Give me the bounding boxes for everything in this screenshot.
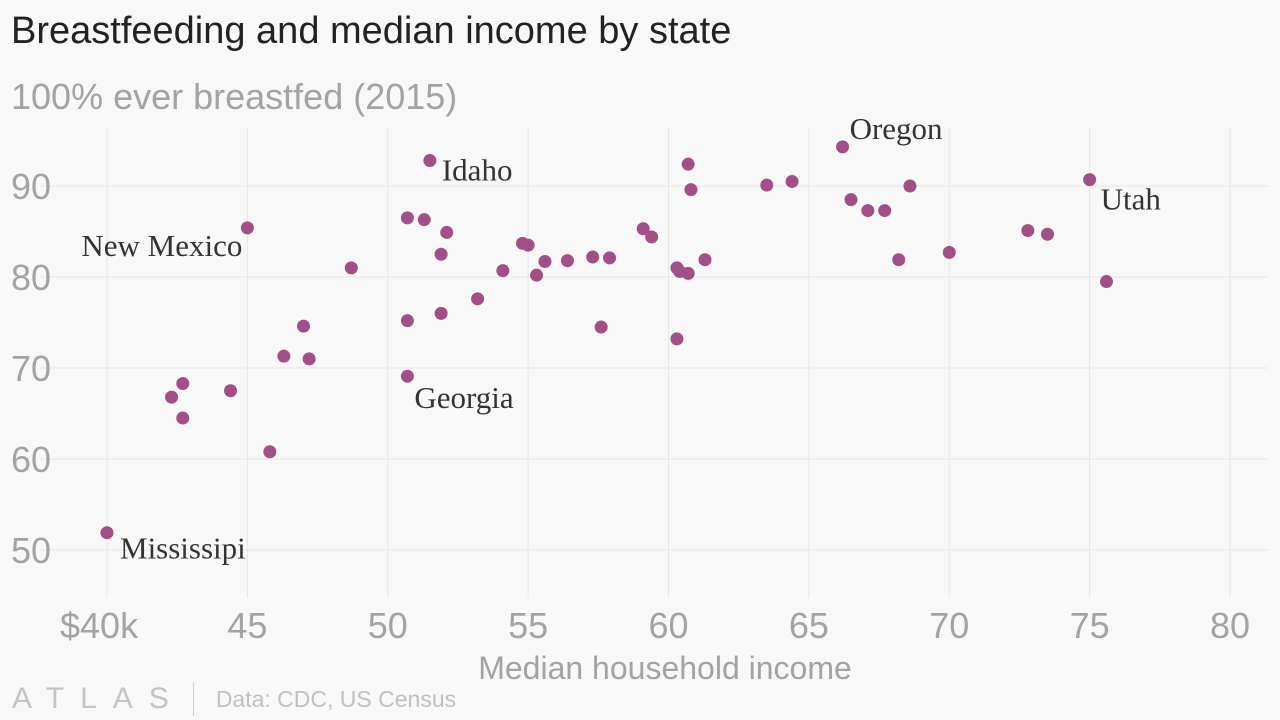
data-point	[844, 193, 858, 207]
data-point	[434, 306, 448, 320]
data-point	[538, 255, 552, 269]
data-point	[176, 376, 190, 390]
data-point	[496, 264, 510, 278]
data-point	[344, 261, 358, 275]
y-tick-label: 60	[11, 439, 51, 480]
data-point	[760, 178, 774, 192]
data-point	[1041, 227, 1055, 241]
data-point	[942, 245, 956, 259]
chart-title: Breastfeeding and median income by state	[11, 10, 732, 52]
data-point	[530, 268, 544, 282]
data-point	[400, 369, 414, 383]
data-point	[100, 526, 114, 540]
point-annotation: Utah	[1101, 182, 1162, 217]
point-annotation: Idaho	[442, 153, 513, 188]
data-point	[521, 238, 535, 252]
data-point	[263, 445, 277, 459]
data-point	[302, 352, 316, 366]
data-point	[878, 204, 892, 218]
atlas-logo: ATLAS	[12, 682, 185, 715]
point-annotation: Oregon	[850, 111, 943, 146]
y-tick-label: 70	[11, 348, 51, 389]
data-point	[471, 292, 485, 306]
data-point	[417, 213, 431, 227]
grid	[40, 127, 1268, 598]
data-points	[100, 140, 1113, 540]
x-tick-label: $40k	[60, 605, 139, 646]
data-point	[681, 157, 695, 171]
data-point	[836, 140, 850, 154]
x-axis-title: Median household income	[478, 650, 852, 686]
data-point	[176, 411, 190, 425]
source-note: Data: CDC, US Census	[215, 685, 457, 712]
data-point	[670, 332, 684, 346]
x-tick-label: 80	[1210, 605, 1250, 646]
data-point	[681, 266, 695, 280]
data-point	[684, 183, 698, 197]
data-point	[903, 179, 917, 193]
data-point	[434, 247, 448, 261]
data-point	[1099, 275, 1113, 289]
x-tick-label: 60	[648, 605, 688, 646]
data-point	[636, 222, 650, 236]
y-tick-label: 90	[11, 166, 51, 207]
data-point	[440, 225, 454, 239]
x-tick-label: 65	[789, 605, 829, 646]
data-point	[560, 254, 574, 268]
data-point	[785, 174, 799, 188]
footer: ATLAS Data: CDC, US Census	[12, 679, 456, 719]
point-annotation: Georgia	[414, 380, 514, 415]
y-tick-label: 50	[11, 530, 51, 571]
x-tick-label: 75	[1070, 605, 1110, 646]
data-point	[892, 253, 906, 267]
data-point	[861, 204, 875, 218]
point-annotation: New Mexico	[81, 228, 242, 263]
data-point	[277, 349, 291, 363]
data-point	[297, 319, 311, 333]
x-tick-label: 45	[227, 605, 267, 646]
data-point	[698, 253, 712, 267]
data-point	[645, 230, 659, 244]
data-point	[400, 314, 414, 328]
data-point	[423, 154, 437, 168]
data-point	[1021, 224, 1035, 238]
point-annotations: Mississipi New Mexico Georgia Idaho Oregon Ut…	[81, 111, 1161, 566]
data-point	[400, 211, 414, 225]
x-tick-label: 70	[929, 605, 969, 646]
data-point	[224, 384, 238, 398]
data-point	[603, 251, 617, 265]
x-tick-label: 50	[368, 605, 408, 646]
data-point	[240, 221, 254, 235]
y-tick-label: 80	[11, 257, 51, 298]
data-point	[165, 390, 179, 404]
axis-ticks: 50 60 70 80 90 $40k 45 50 55 60 65 70 75 80	[11, 166, 1250, 646]
point-annotation: Mississipi	[120, 531, 246, 566]
data-point	[1083, 173, 1097, 187]
data-point	[594, 320, 608, 334]
x-tick-label: 55	[508, 605, 548, 646]
y-axis-top-label: 100% ever breastfed (2015)	[11, 76, 457, 117]
footer-divider	[192, 682, 194, 716]
data-point	[586, 250, 600, 264]
